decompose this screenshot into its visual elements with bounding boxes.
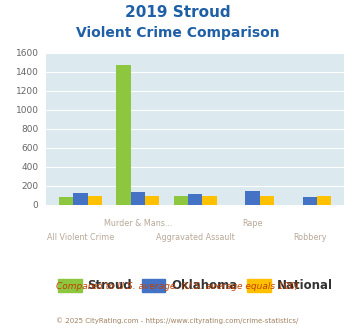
Bar — [73, 193, 88, 205]
Legend: Stroud, Oklahoma, National: Stroud, Oklahoma, National — [53, 274, 337, 297]
Bar — [188, 194, 202, 205]
Bar — [303, 197, 317, 205]
Bar — [145, 196, 159, 205]
Text: Violent Crime Comparison: Violent Crime Comparison — [76, 26, 279, 40]
Text: Robbery: Robbery — [293, 233, 327, 242]
Bar — [131, 192, 145, 205]
Text: 2019 Stroud: 2019 Stroud — [125, 5, 230, 20]
Bar — [260, 196, 274, 205]
Bar — [59, 197, 73, 205]
Bar — [116, 65, 131, 205]
Bar — [174, 196, 188, 205]
Bar — [245, 191, 260, 205]
Bar — [202, 196, 217, 205]
Text: Compared to U.S. average. (U.S. average equals 100): Compared to U.S. average. (U.S. average … — [56, 282, 299, 291]
Text: © 2025 CityRating.com - https://www.cityrating.com/crime-statistics/: © 2025 CityRating.com - https://www.city… — [56, 317, 299, 324]
Text: Rape: Rape — [242, 219, 263, 228]
Text: All Violent Crime: All Violent Crime — [47, 233, 114, 242]
Text: Aggravated Assault: Aggravated Assault — [156, 233, 235, 242]
Bar — [88, 196, 102, 205]
Bar — [317, 196, 332, 205]
Text: Murder & Mans...: Murder & Mans... — [104, 219, 172, 228]
